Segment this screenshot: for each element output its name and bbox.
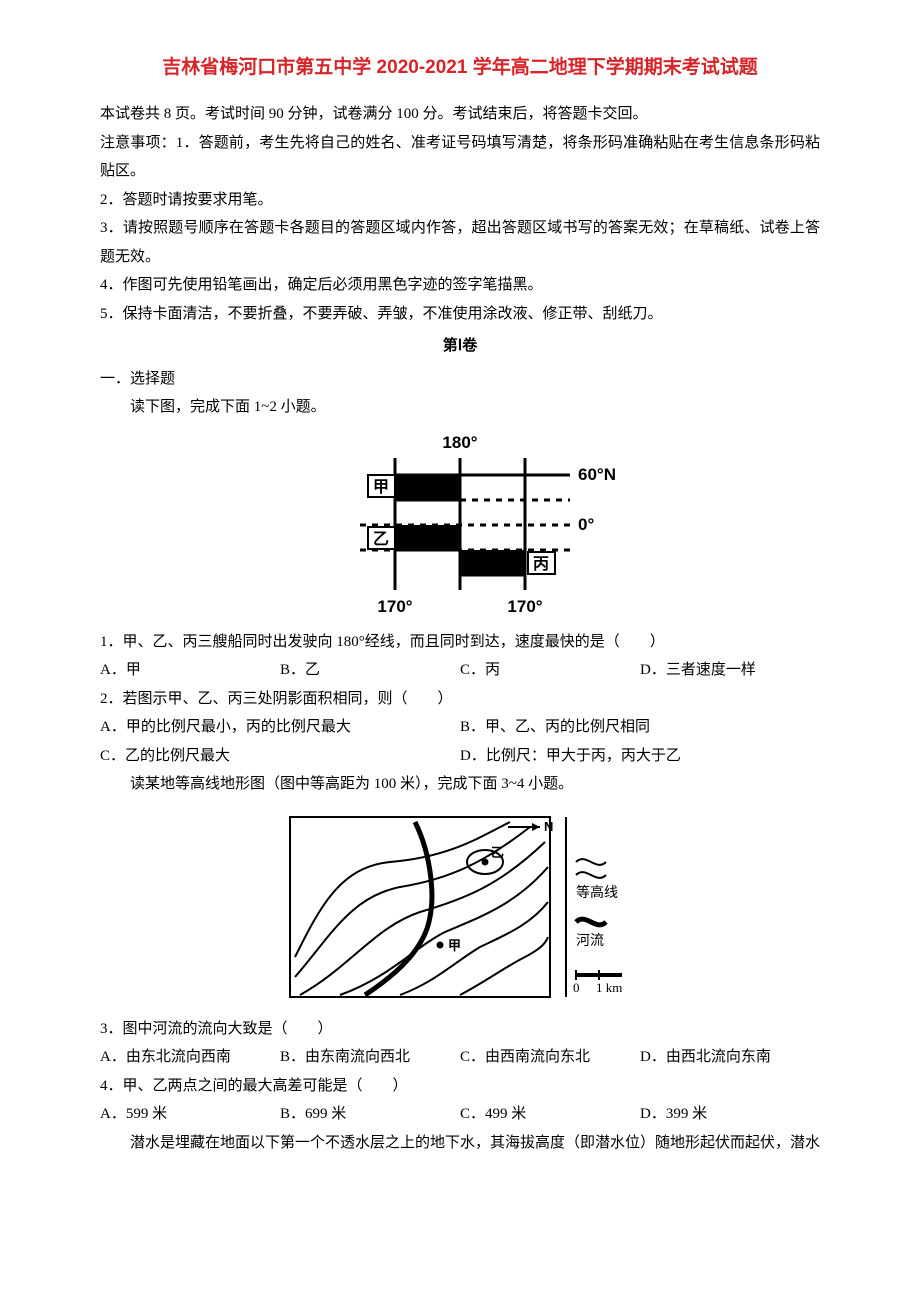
q3-opt-c: C．由西南流向东北: [460, 1043, 640, 1072]
fig2-legend-river: 河流: [576, 933, 604, 949]
section-heading: 一．选择题: [100, 365, 820, 394]
fig1-block-bing: [460, 550, 525, 575]
figure-2: 甲 乙 N 等高线 河流 0 1 km: [100, 807, 820, 1007]
fig2-legend: 等高线 河流 0 1 km: [566, 817, 622, 997]
fig1-intro: 读下图，完成下面 1~2 小题。: [100, 393, 820, 422]
fig2-contours: [295, 822, 548, 995]
q3-options: A．由东北流向西南 B．由东南流向西北 C．由西南流向东北 D．由西北流向东南: [100, 1043, 820, 1072]
q2-options: A．甲的比例尺最小，丙的比例尺最大 B．甲、乙、丙的比例尺相同 C．乙的比例尺最…: [100, 713, 820, 770]
q2-stem: 2．若图示甲、乙、丙三处阴影面积相同，则（ ）: [100, 685, 820, 714]
q3-stem: 3．图中河流的流向大致是（ ）: [100, 1015, 820, 1044]
fig1-block-yi: [395, 525, 460, 550]
fig2-north-label: N: [544, 819, 553, 834]
q4-opt-c: C．499 米: [460, 1100, 640, 1129]
fig1-label-bing: 丙: [533, 555, 549, 573]
note-3: 3．请按照题号顺序在答题卡各题目的答题区域内作答，超出答题区域书写的答案无效；在…: [100, 214, 820, 271]
q1-stem: 1．甲、乙、丙三艘船同时出发驶向 180°经线，而且同时到达，速度最快的是（ ）: [100, 628, 820, 657]
fig1-bottom-left: 170°: [377, 597, 412, 616]
q3-opt-b: B．由东南流向西北: [280, 1043, 460, 1072]
q3-opt-a: A．由东北流向西南: [100, 1043, 280, 1072]
note-2: 2．答题时请按要求用笔。: [100, 186, 820, 215]
fig1-right-0: 0°: [578, 515, 594, 534]
intro-paragraph: 本试卷共 8 页。考试时间 90 分钟，试卷满分 100 分。考试结束后，将答题…: [100, 100, 820, 129]
figure-1: 180° 甲 乙: [100, 430, 820, 620]
note-1: 注意事项：1．答题前，考生先将自己的姓名、准考证号码填写清楚，将条形码准确粘贴在…: [100, 129, 820, 186]
q4-stem: 4．甲、乙两点之间的最大高差可能是（ ）: [100, 1072, 820, 1101]
part-label: 第Ⅰ卷: [100, 332, 820, 361]
q4-opt-b: B．699 米: [280, 1100, 460, 1129]
fig2-label-jia: 甲: [448, 938, 461, 953]
fig1-top-label: 180°: [442, 433, 477, 452]
q4-opt-a: A．599 米: [100, 1100, 280, 1129]
q2-opt-b: B．甲、乙、丙的比例尺相同: [460, 713, 820, 742]
fig1-bottom-right: 170°: [507, 597, 542, 616]
q4-options: A．599 米 B．699 米 C．499 米 D．399 米: [100, 1100, 820, 1129]
q2-opt-a: A．甲的比例尺最小，丙的比例尺最大: [100, 713, 460, 742]
fig1-label-yi: 乙: [373, 531, 389, 548]
q1-opt-b: B．乙: [280, 656, 460, 685]
q2-opt-d: D．比例尺：甲大于丙，丙大于乙: [460, 742, 820, 771]
fig2-scale-zero: 0: [573, 980, 580, 995]
fig2-north-arrowhead: [532, 823, 540, 831]
note-4: 4．作图可先使用铅笔画出，确定后必须用黑色字迹的签字笔描黑。: [100, 271, 820, 300]
fig2-intro: 读某地等高线地形图（图中等高距为 100 米），完成下面 3~4 小题。: [100, 770, 820, 799]
fig2-river: [365, 822, 432, 995]
fig2-label-yi: 乙: [491, 845, 504, 860]
note-5: 5．保持卡面清洁，不要折叠，不要弄破、弄皱，不准使用涂改液、修正带、刮纸刀。: [100, 300, 820, 329]
q1-opt-c: C．丙: [460, 656, 640, 685]
fig2-point-yi: [482, 858, 489, 865]
q1-opt-d: D．三者速度一样: [640, 656, 820, 685]
fig1-right-60n: 60°N: [578, 465, 616, 484]
fig2-legend-contour: 等高线: [576, 884, 618, 901]
fig2-frame: [290, 817, 550, 997]
exam-title: 吉林省梅河口市第五中学 2020-2021 学年高二地理下学期期末考试试题: [100, 50, 820, 86]
exam-page: 吉林省梅河口市第五中学 2020-2021 学年高二地理下学期期末考试试题 本试…: [50, 0, 870, 1197]
fig1-block-jia: [395, 475, 460, 500]
q4-opt-d: D．399 米: [640, 1100, 820, 1129]
q1-options: A．甲 B．乙 C．丙 D．三者速度一样: [100, 656, 820, 685]
fig2-scale-unit: 1 km: [596, 980, 622, 995]
q2-opt-c: C．乙的比例尺最大: [100, 742, 460, 771]
fig1-label-jia: 甲: [373, 478, 389, 496]
q3-opt-d: D．由西北流向东南: [640, 1043, 820, 1072]
q1-opt-a: A．甲: [100, 656, 280, 685]
fig2-point-jia: [437, 941, 444, 948]
tail-paragraph: 潜水是埋藏在地面以下第一个不透水层之上的地下水，其海拔高度（即潜水位）随地形起伏…: [100, 1129, 820, 1158]
